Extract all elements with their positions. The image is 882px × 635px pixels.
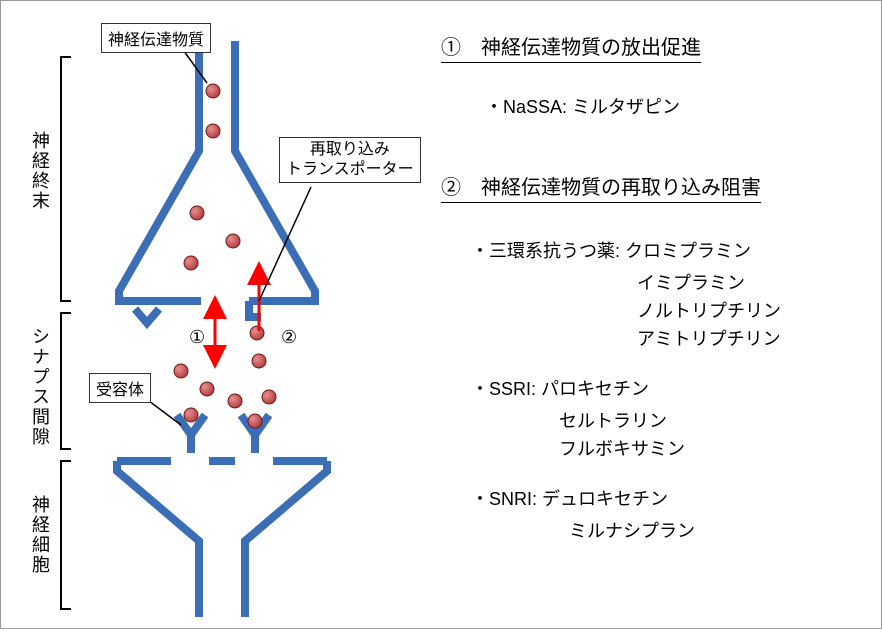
section-1-title: ① 神経伝達物質の放出促進 bbox=[441, 31, 701, 63]
ssri-3: フルボキサミン bbox=[559, 435, 861, 461]
neurotransmitter-dots bbox=[174, 84, 276, 428]
figure-frame: ① ② 神経伝達物質 再取り込み トランスポーター 受容体 神経終末 シナプス間… bbox=[0, 0, 882, 629]
marker-1-icon: ① bbox=[189, 327, 205, 347]
tca-label: ・三環系抗うつ薬: クロミプラミン bbox=[471, 237, 861, 263]
diagram-svg: ① ② bbox=[1, 1, 421, 630]
region-label-cleft: シナプス間隙 bbox=[27, 327, 53, 447]
nassa-item: ・NaSSA: ミルタザピン bbox=[485, 93, 861, 119]
snri-2: ミルナシプラン bbox=[569, 517, 861, 543]
tca-4: アミトリプチリン bbox=[637, 325, 861, 351]
callout-transporter-line1: 再取り込み bbox=[310, 141, 390, 158]
drug-list: ① 神経伝達物質の放出促進 ・NaSSA: ミルタザピン ② 神経伝達物質の再取… bbox=[441, 31, 861, 545]
tca-3: ノルトリプチリン bbox=[637, 297, 861, 323]
section-2-title: ② 神経伝達物質の再取り込み阻害 bbox=[441, 171, 761, 203]
region-label-terminal: 神経終末 bbox=[27, 131, 53, 211]
marker-2-icon: ② bbox=[281, 327, 297, 347]
callout-transporter: 再取り込み トランスポーター bbox=[279, 137, 421, 183]
left-tab bbox=[135, 309, 159, 323]
ssri-2: セルトラリン bbox=[559, 407, 861, 433]
snri-label: ・SNRI: デュロキセチン bbox=[471, 485, 861, 511]
callout-transporter-line2: トランスポーター bbox=[286, 161, 414, 178]
postsynaptic-cell bbox=[117, 461, 327, 617]
tca-2: イミプラミン bbox=[637, 269, 861, 295]
synapse-diagram: ① ② 神経伝達物質 再取り込み トランスポーター 受容体 神経終末 シナプス間… bbox=[1, 1, 421, 630]
callout-neurotransmitter: 神経伝達物質 bbox=[101, 23, 211, 53]
ssri-label: ・SSRI: パロキセチン bbox=[471, 375, 861, 401]
region-brackets bbox=[61, 57, 71, 609]
callout-receptor: 受容体 bbox=[89, 373, 151, 403]
region-label-cell: 神経細胞 bbox=[27, 495, 53, 575]
